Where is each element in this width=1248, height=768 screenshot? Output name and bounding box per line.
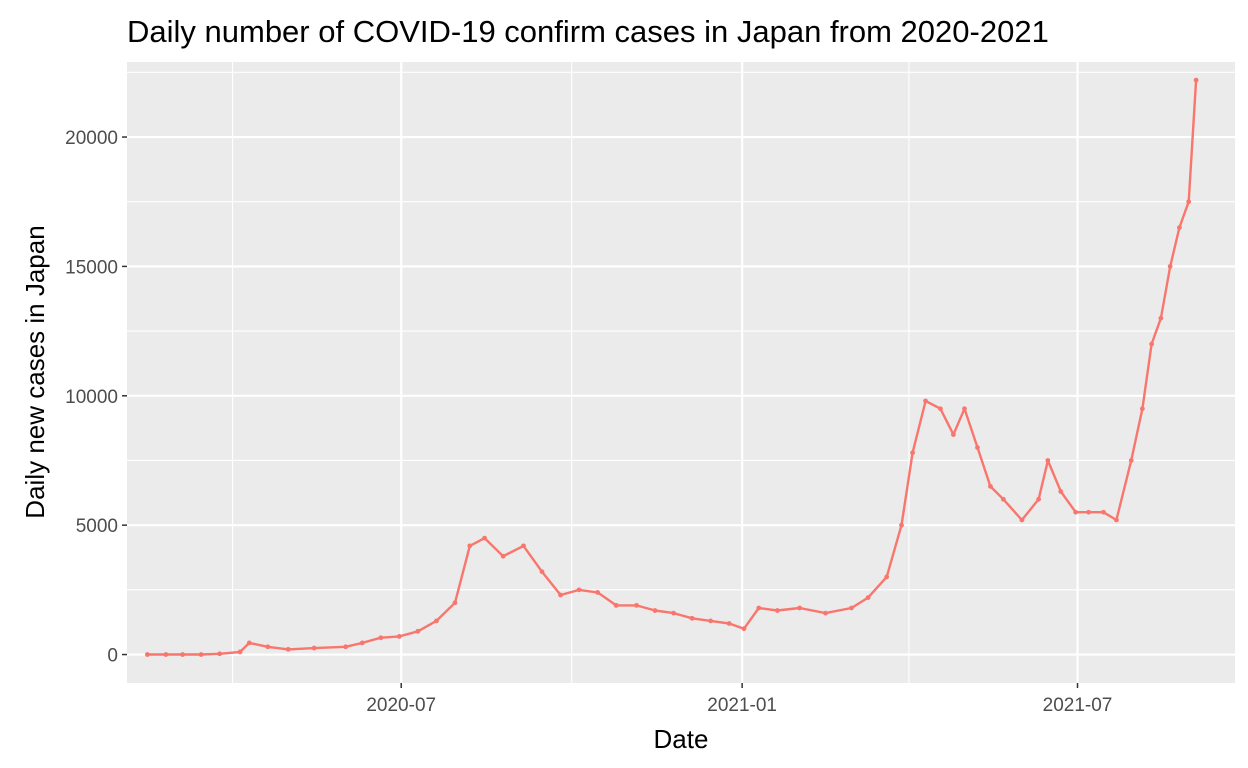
data-point (774, 608, 780, 613)
data-point (285, 646, 291, 652)
series-layer (144, 77, 1199, 657)
data-point (415, 628, 421, 634)
data-point (198, 652, 204, 657)
data-point (1167, 264, 1173, 269)
data-point (1128, 458, 1134, 463)
data-point (144, 652, 150, 657)
x-tick-label: 2020-07 (366, 695, 436, 716)
data-point (1000, 496, 1006, 502)
data-point (500, 553, 506, 559)
data-point (1193, 77, 1199, 83)
data-point (595, 590, 601, 595)
data-point (1186, 199, 1192, 205)
data-point (950, 432, 956, 437)
data-point (923, 398, 928, 404)
data-point (797, 605, 802, 611)
data-point (899, 522, 904, 528)
data-point (311, 645, 317, 651)
chart-title: Daily number of COVID-19 confirm cases i… (127, 14, 1049, 49)
data-point (576, 587, 582, 593)
data-point (180, 652, 185, 657)
data-point (962, 406, 967, 412)
data-point (988, 483, 993, 489)
data-point (378, 635, 384, 641)
data-point (359, 640, 365, 646)
data-point (1073, 509, 1079, 515)
data-point (265, 644, 271, 650)
data-point (539, 569, 545, 575)
data-point (1086, 509, 1092, 515)
y-tick-label: 5000 (76, 516, 118, 537)
plot-panel (127, 62, 1235, 683)
data-point (217, 651, 223, 657)
x-tick-label: 2021-07 (1043, 695, 1113, 716)
data-point (756, 605, 762, 611)
data-point (396, 634, 402, 639)
data-point (865, 595, 871, 601)
data-point (246, 640, 252, 646)
data-point (1019, 517, 1025, 523)
data-point (558, 592, 563, 598)
data-point (884, 574, 890, 580)
data-point (1177, 225, 1182, 231)
data-point (726, 621, 732, 626)
axis-ticks: 0 5000 10000 15000 20000 2020-07 2021-01 2021-0… (65, 128, 1112, 716)
data-point (613, 602, 619, 608)
data-point (634, 602, 639, 608)
data-point (741, 626, 747, 632)
data-point (1036, 496, 1041, 502)
data-point (849, 605, 854, 611)
x-tick-label: 2021-01 (707, 695, 777, 716)
data-point (343, 644, 349, 650)
y-tick-label: 0 (107, 646, 118, 667)
data-point (975, 445, 980, 450)
data-point (910, 450, 916, 456)
data-point (1149, 341, 1155, 347)
y-tick-label: 20000 (65, 128, 118, 149)
grid-lines (127, 62, 1235, 683)
data-point (467, 543, 473, 549)
data-point (1114, 517, 1119, 523)
y-tick-label: 10000 (65, 387, 118, 408)
data-point (823, 610, 828, 616)
data-point (434, 618, 439, 624)
data-point (482, 535, 487, 541)
data-point (937, 406, 943, 412)
data-point (1139, 406, 1145, 412)
data-point (237, 649, 243, 655)
data-point (1101, 509, 1106, 515)
x-axis-title: Date (654, 724, 709, 754)
data-point (689, 615, 695, 621)
data-point (163, 652, 169, 657)
data-point (1045, 458, 1051, 463)
data-point (1058, 489, 1064, 494)
y-tick-label: 15000 (65, 257, 118, 278)
data-point (452, 600, 458, 606)
data-point (521, 543, 526, 549)
data-point (1158, 315, 1164, 321)
data-point (671, 610, 676, 616)
y-axis-title: Daily new cases in Japan (20, 225, 50, 518)
data-point (652, 608, 658, 613)
data-point (708, 618, 714, 624)
